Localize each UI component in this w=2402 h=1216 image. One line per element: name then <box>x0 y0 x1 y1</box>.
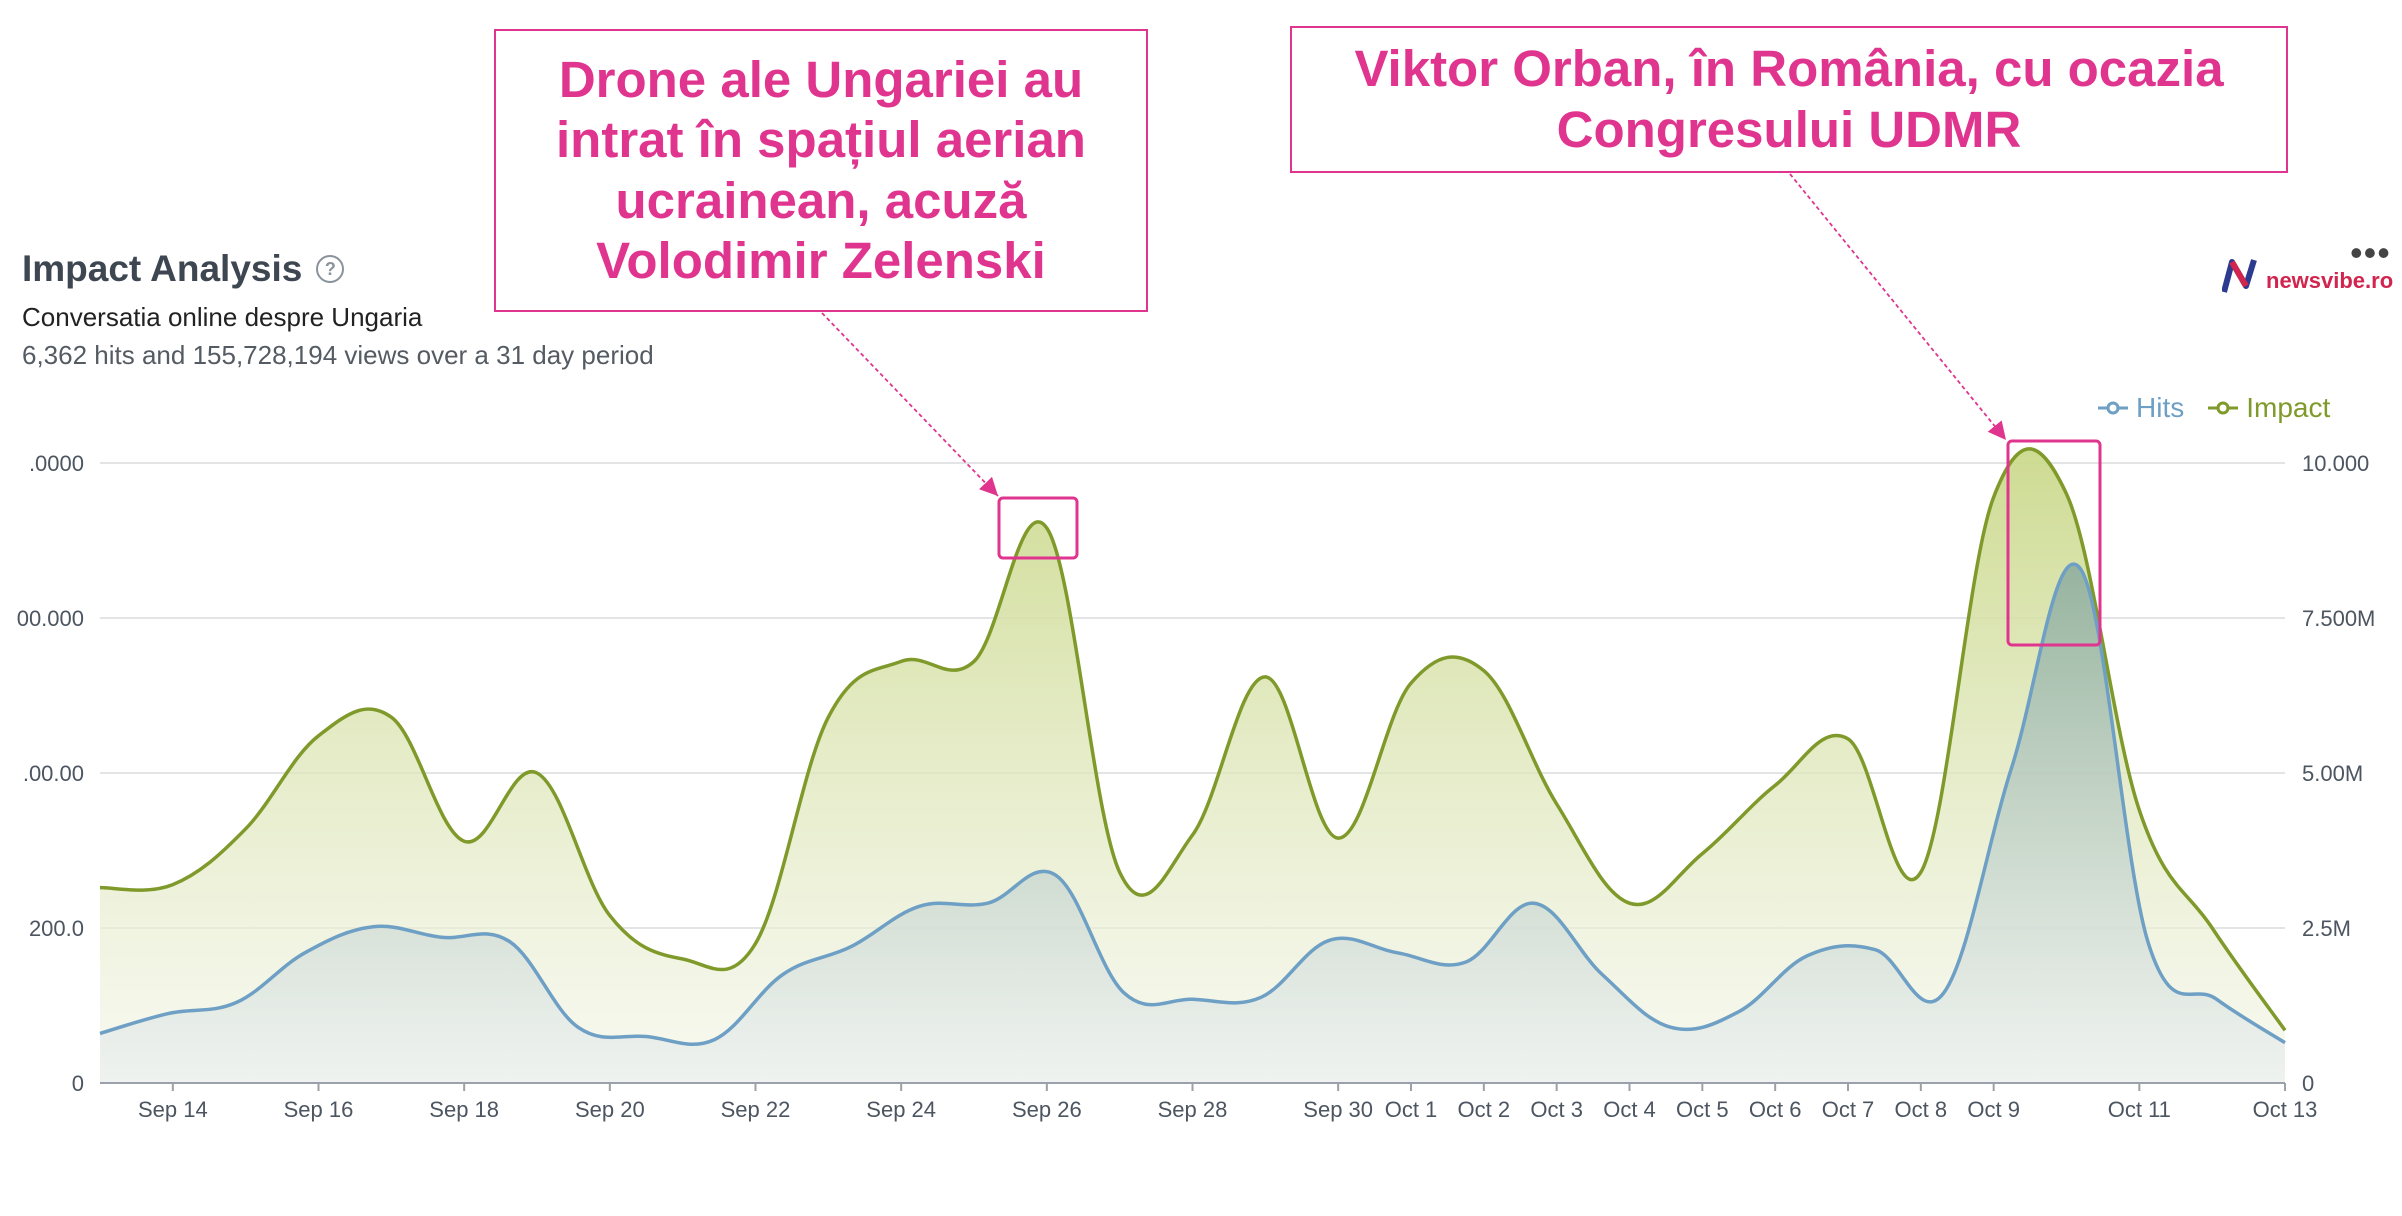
newsvibe-logo-mark <box>2222 259 2257 293</box>
impact-area <box>100 448 2285 1083</box>
x-axis-tick-label: Sep 24 <box>866 1097 936 1122</box>
chart-header: Impact Analysis ? <box>22 248 345 290</box>
logo-text: newsvibe.ro <box>2266 268 2394 293</box>
y-axis-right-tick-label: 7.500M <box>2302 606 2375 631</box>
x-axis-tick-label: Sep 16 <box>284 1097 354 1122</box>
chart-title: Impact Analysis <box>22 248 303 289</box>
x-axis-tick-label: Oct 7 <box>1822 1097 1875 1122</box>
more-options-icon[interactable]: ••• <box>2350 232 2391 273</box>
annotation-arrow-1 <box>821 312 999 497</box>
y-axis-left-tick-label: 200.0 <box>29 916 84 941</box>
x-axis-tick-label: Sep 28 <box>1158 1097 1228 1122</box>
x-axis-tick-label: Oct 3 <box>1530 1097 1583 1122</box>
x-axis-tick-label: Oct 6 <box>1749 1097 1802 1122</box>
x-axis-tick-label: Sep 26 <box>1012 1097 1082 1122</box>
legend-label-hits: Hits <box>2136 392 2185 423</box>
annotation-drones-callout: Drone ale Ungariei au intrat în spațiul … <box>494 29 1148 312</box>
highlight-box-oct-10 <box>2006 439 2102 647</box>
y-axis-right-tick-label: 0 <box>2302 1071 2314 1096</box>
help-icon[interactable]: ? <box>316 255 345 283</box>
annotation-arrow-2 <box>1789 173 2007 441</box>
chart-subtitle: Conversatia online despre Ungaria <box>22 302 423 332</box>
x-axis-tick-label: Sep 20 <box>575 1097 645 1122</box>
impact-series-line <box>99 447 2287 1032</box>
y-axis-right-tick-label: 10.000 <box>2302 451 2369 476</box>
chart-summary: 6,362 hits and 155,728,194 views over a … <box>22 340 654 370</box>
newsvibe-logo: newsvibe.ro <box>2222 258 2393 294</box>
hits-area <box>100 564 2285 1083</box>
x-axis-tick-label: Oct 11 <box>2108 1097 2171 1122</box>
x-axis-tick-label: Oct 9 <box>1967 1097 2020 1122</box>
highlight-box-sep-26 <box>997 496 1079 560</box>
x-axis-tick-label: Sep 30 <box>1303 1097 1373 1122</box>
y-axis-right-tick-label: 2.5M <box>2302 916 2351 941</box>
legend-label-impact: Impact <box>2246 392 2331 423</box>
x-axis-tick-label: Sep 22 <box>721 1097 791 1122</box>
x-axis-tick-label: Sep 18 <box>429 1097 499 1122</box>
annotation-orban-callout: Viktor Orban, în România, cu ocazia Cong… <box>1290 26 2288 173</box>
x-axis-tick-label: Oct 4 <box>1603 1097 1656 1122</box>
legend-item-hits[interactable]: Hits <box>2098 392 2184 424</box>
y-axis-left-tick-label: .0000 <box>29 451 84 476</box>
chart-legend: Hits Impact <box>2098 392 2330 424</box>
x-axis-tick-label: Oct 8 <box>1895 1097 1948 1122</box>
x-axis-tick-label: Oct 13 <box>2253 1097 2318 1122</box>
legend-marker-impact-icon <box>2208 401 2239 415</box>
x-axis-tick-label: Oct 5 <box>1676 1097 1729 1122</box>
legend-item-impact[interactable]: Impact <box>2208 392 2330 424</box>
x-axis-tick-label: Oct 2 <box>1458 1097 1511 1122</box>
y-axis-left-tick-label: 00.000 <box>17 606 84 631</box>
y-axis-left-tick-label: 0 <box>72 1071 84 1096</box>
legend-marker-hits-icon <box>2098 401 2128 415</box>
x-axis-tick-label: Oct 1 <box>1385 1097 1438 1122</box>
y-axis-left-tick-label: .00.00 <box>23 761 84 786</box>
x-axis-tick-label: Sep 14 <box>138 1097 208 1122</box>
y-axis-right-tick-label: 5.00M <box>2302 761 2363 786</box>
hits-series-line <box>99 562 2286 1047</box>
